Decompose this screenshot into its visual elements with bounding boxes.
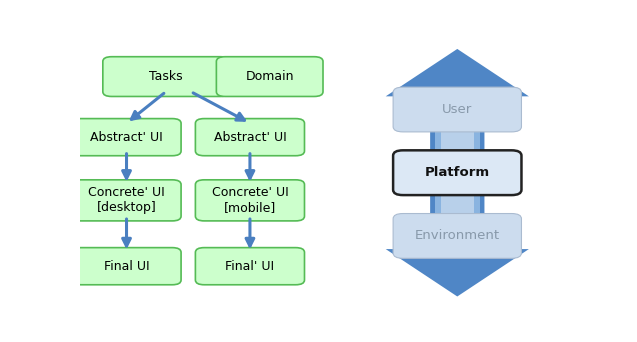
Text: Domain: Domain [245,70,294,83]
Polygon shape [441,96,473,249]
Text: Final' UI: Final' UI [225,260,275,273]
FancyBboxPatch shape [196,180,304,221]
Text: User: User [442,103,473,116]
FancyBboxPatch shape [196,248,304,285]
Text: Environment: Environment [415,229,500,242]
Text: Abstract' UI: Abstract' UI [90,131,163,144]
Text: Abstract' UI: Abstract' UI [213,131,286,144]
FancyBboxPatch shape [196,119,304,156]
FancyBboxPatch shape [217,57,323,96]
FancyBboxPatch shape [393,150,522,195]
FancyBboxPatch shape [103,57,229,96]
Text: Concrete' UI
[desktop]: Concrete' UI [desktop] [88,186,165,214]
FancyBboxPatch shape [393,87,522,132]
Polygon shape [435,96,480,249]
Polygon shape [386,49,529,297]
Text: Platform: Platform [425,166,490,179]
FancyBboxPatch shape [393,213,522,258]
Text: Concrete' UI
[mobile]: Concrete' UI [mobile] [211,186,289,214]
FancyBboxPatch shape [72,180,181,221]
FancyBboxPatch shape [72,248,181,285]
FancyBboxPatch shape [72,119,181,156]
Text: Final UI: Final UI [104,260,149,273]
Text: Tasks: Tasks [149,70,183,83]
